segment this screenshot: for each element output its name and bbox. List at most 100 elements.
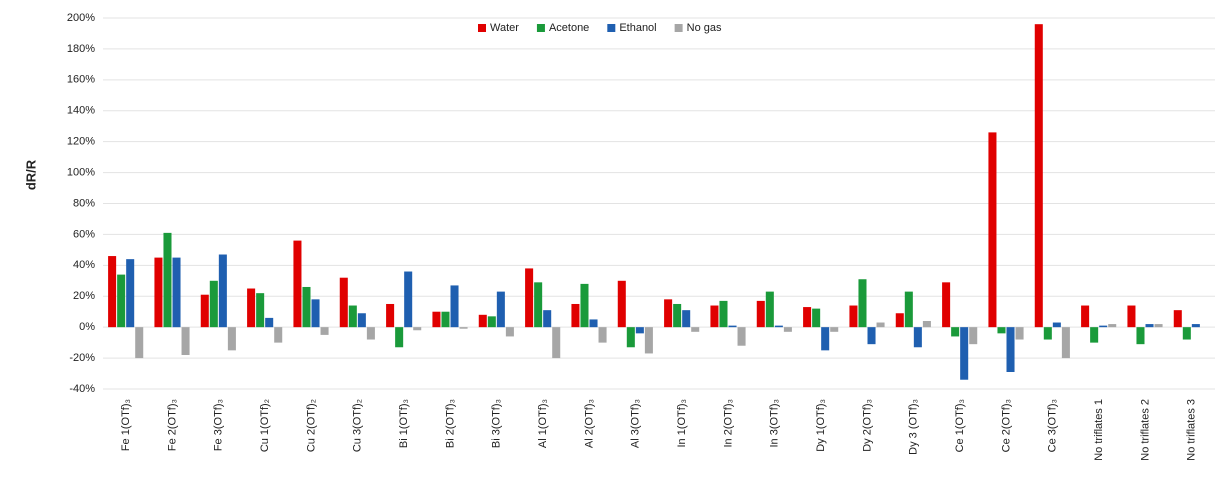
bar [108, 256, 117, 328]
x-tick-label: Fe 2(OTf)₃ [166, 399, 178, 451]
bar [348, 305, 357, 328]
bar [988, 132, 997, 328]
bar [1081, 305, 1090, 328]
bar [1006, 327, 1015, 372]
x-tick-label: No triflates 1 [1093, 399, 1105, 461]
x-tick-label: Cu 2(OTf)₂ [305, 399, 317, 452]
y-tick-label: 160% [67, 74, 95, 86]
x-tick-label: In 3(OTf)₃ [769, 399, 781, 448]
x-tick-label: Bi 3(OTf)₃ [491, 399, 503, 448]
legend-swatch [478, 24, 486, 32]
bar [922, 320, 931, 328]
bar [496, 291, 505, 328]
bar [719, 300, 728, 328]
bar [803, 307, 812, 328]
bar [728, 325, 737, 328]
bar [682, 310, 691, 328]
bar [320, 327, 329, 335]
bar [756, 300, 765, 328]
bar [783, 327, 792, 332]
bar [913, 327, 922, 348]
bar [812, 308, 821, 328]
bar [765, 291, 774, 328]
x-tick-label: Cu 3(OTf)₂ [352, 399, 364, 452]
x-tick-label: Dy 2(OTf)₃ [861, 399, 873, 452]
legend-label: No gas [687, 22, 722, 34]
bar [821, 327, 830, 351]
y-tick-label: 40% [73, 259, 95, 271]
bar [200, 294, 209, 328]
bar [617, 280, 626, 328]
bar [1052, 322, 1061, 328]
bar [505, 327, 514, 337]
bar [673, 303, 682, 328]
bar [163, 232, 172, 328]
y-tick-label: 180% [67, 43, 95, 55]
bar [311, 299, 320, 328]
bar [849, 305, 858, 328]
bar [1154, 324, 1163, 328]
x-tick-label: In 2(OTf)₃ [722, 399, 734, 448]
x-tick-label: Dy 1(OTf)₃ [815, 399, 827, 452]
bar [265, 317, 274, 328]
bar [1090, 327, 1099, 343]
x-tick-label: Dy 3 (OTf)₃ [908, 399, 920, 455]
legend-swatch [674, 24, 683, 32]
bar [117, 274, 126, 328]
x-tick-label: Bi 1(OTf)₃ [398, 399, 410, 448]
y-tick-label: 100% [67, 166, 95, 178]
bar [247, 288, 256, 328]
x-tick-label: Al 1(OTf)₃ [537, 399, 549, 448]
bar [571, 303, 580, 328]
bar [227, 327, 236, 351]
bar [580, 283, 589, 328]
x-tick-label: No triflates 2 [1139, 399, 1151, 461]
bar [302, 286, 311, 328]
x-tick-label: No triflates 3 [1186, 399, 1198, 461]
bar [386, 303, 395, 328]
bar [534, 282, 543, 328]
bar [1127, 305, 1136, 328]
bar [339, 277, 348, 328]
x-tick-label: Al 3(OTf)₃ [630, 399, 642, 448]
bar [1108, 324, 1117, 328]
bar [997, 327, 1006, 334]
bar [830, 327, 839, 332]
bar [598, 327, 607, 343]
bar [589, 319, 598, 328]
x-tick-label: Cu 1(OTf)₂ [259, 399, 271, 452]
x-tick-label: Ce 1(OTf)₃ [954, 399, 966, 452]
bar [487, 316, 496, 328]
bar [172, 257, 181, 328]
bar [1136, 327, 1145, 345]
legend-label: Acetone [549, 22, 589, 34]
bar [218, 254, 227, 328]
bar [357, 313, 366, 328]
bar [1099, 325, 1108, 328]
bar [710, 305, 719, 328]
bar [664, 299, 673, 328]
bar [1015, 327, 1024, 340]
legend-label: Ethanol [619, 22, 656, 34]
bar [867, 327, 876, 345]
bar [1043, 327, 1052, 340]
bar [1145, 324, 1154, 328]
bar [366, 327, 375, 340]
bar [525, 268, 534, 328]
x-tick-label: Al 2(OTf)₃ [583, 399, 595, 448]
y-tick-label: 20% [73, 290, 95, 302]
x-tick-label: Fe 1(OTf)₃ [120, 399, 132, 451]
bar [1173, 310, 1182, 328]
bar [960, 327, 969, 380]
legend-swatch [607, 24, 616, 32]
y-tick-label: 0% [79, 321, 95, 333]
bar [1061, 327, 1070, 359]
bar [441, 311, 450, 328]
bar [644, 327, 653, 354]
bar [552, 327, 561, 359]
x-tick-label: Ce 2(OTf)₃ [1000, 399, 1012, 452]
bar [635, 327, 644, 334]
bar [876, 322, 885, 328]
bar [404, 271, 413, 328]
